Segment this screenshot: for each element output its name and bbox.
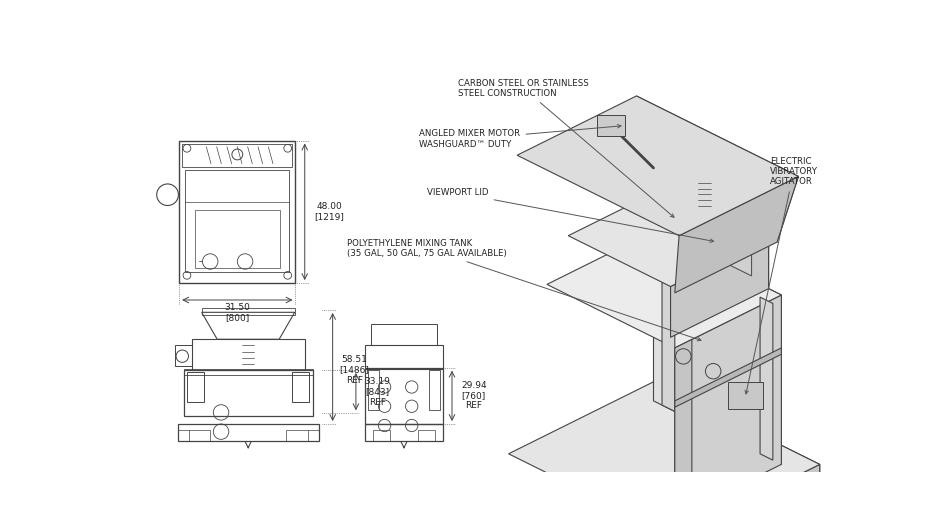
Bar	[185, 170, 289, 272]
Bar	[365, 368, 443, 424]
Text: ELECTRIC
VIBRATORY
AGITATOR: ELECTRIC VIBRATORY AGITATOR	[745, 156, 818, 394]
Text: 29.94
[760]
REF: 29.94 [760] REF	[461, 381, 486, 410]
Text: 48.00
[1219]: 48.00 [1219]	[314, 202, 345, 221]
Bar	[187, 372, 204, 402]
Text: FORKLIFT POINTS: FORKLIFT POINTS	[0, 529, 1, 530]
Text: CARBON STEEL OR STAINLESS
STEEL CONSTRUCTION: CARBON STEEL OR STAINLESS STEEL CONSTRUC…	[458, 78, 674, 217]
Bar	[369, 370, 379, 410]
Polygon shape	[760, 297, 773, 460]
Polygon shape	[517, 96, 798, 236]
Polygon shape	[674, 348, 781, 407]
Polygon shape	[674, 339, 692, 517]
Bar	[195, 210, 280, 268]
Bar	[184, 370, 313, 416]
Polygon shape	[666, 187, 769, 289]
Polygon shape	[654, 382, 820, 481]
Polygon shape	[671, 238, 769, 337]
Polygon shape	[674, 176, 798, 293]
Bar	[371, 324, 436, 346]
Polygon shape	[683, 208, 751, 276]
Bar	[597, 115, 625, 136]
Polygon shape	[654, 232, 781, 464]
Bar	[418, 430, 435, 441]
Bar	[192, 339, 305, 370]
Polygon shape	[547, 232, 781, 348]
Text: VIEWPORT LID: VIEWPORT LID	[428, 189, 713, 242]
Bar	[188, 430, 210, 441]
Bar	[184, 368, 313, 375]
Text: 31.50
[800]: 31.50 [800]	[224, 303, 250, 322]
Text: 33.19
[843]
REF: 33.19 [843] REF	[365, 377, 390, 407]
Polygon shape	[568, 187, 769, 287]
Bar	[373, 430, 390, 441]
Bar	[428, 370, 440, 410]
Polygon shape	[636, 96, 798, 242]
Polygon shape	[674, 295, 781, 517]
Text: POLYETHYLENE MIXING TANK
(35 GAL, 50 GAL, 75 GAL AVAILABLE): POLYETHYLENE MIXING TANK (35 GAL, 50 GAL…	[348, 238, 701, 341]
Polygon shape	[674, 464, 820, 530]
Bar	[293, 372, 310, 402]
Bar	[728, 382, 763, 409]
Bar	[201, 308, 294, 315]
Bar	[365, 344, 443, 369]
Bar	[180, 140, 295, 283]
Polygon shape	[662, 249, 674, 411]
Bar	[178, 424, 318, 441]
Bar	[286, 430, 308, 441]
Text: ANGLED MIXER MOTOR
WASHGUARD™ DUTY: ANGLED MIXER MOTOR WASHGUARD™ DUTY	[420, 125, 621, 149]
Text: 58.51
[1486]
REF: 58.51 [1486] REF	[339, 355, 370, 385]
Bar	[365, 424, 443, 441]
Bar	[182, 144, 293, 167]
Polygon shape	[508, 382, 820, 530]
